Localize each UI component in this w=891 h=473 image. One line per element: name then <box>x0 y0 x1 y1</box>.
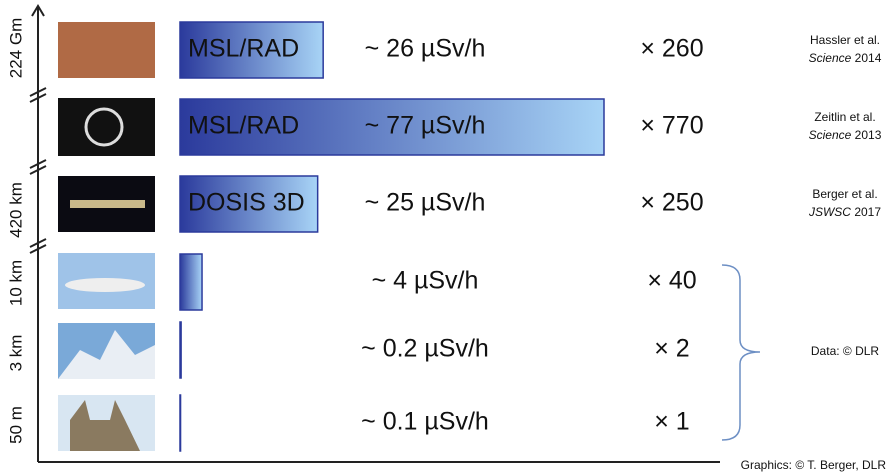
ratio-label: × 770 <box>640 112 703 140</box>
reference-authors: Berger et al. <box>812 187 877 201</box>
value-label: ~ 0.1 µSv/h <box>361 408 489 436</box>
reference-source: JSWSC 2017 <box>808 205 881 219</box>
reference-authors: Zeitlin et al. <box>814 110 875 124</box>
value-label: ~ 0.2 µSv/h <box>361 335 489 363</box>
altitude-label: 50 m <box>6 406 25 444</box>
chart: Data: © DLR Graphics: © T. Berger, DLR M… <box>0 0 891 473</box>
reference-year: 2013 <box>855 128 882 142</box>
bar <box>180 254 202 310</box>
bar <box>180 322 181 378</box>
graphics-credit: Graphics: © T. Berger, DLR <box>741 458 887 472</box>
reference-journal: Science <box>809 51 852 65</box>
reference-year: 2017 <box>854 205 881 219</box>
bar-label: MSL/RAD <box>188 35 299 63</box>
bar-label: DOSIS 3D <box>188 189 305 217</box>
altitude-label: 10 km <box>6 260 25 306</box>
altitude-label: 3 km <box>6 335 25 372</box>
value-label: ~ 4 µSv/h <box>372 267 479 295</box>
altitude-label: 224 Gm <box>6 18 25 78</box>
ratio-label: × 40 <box>647 267 696 295</box>
reference-authors: Hassler et al. <box>810 33 880 47</box>
reference-year: 2014 <box>855 51 882 65</box>
ratio-label: × 1 <box>654 408 689 436</box>
ratio-label: × 250 <box>640 189 703 217</box>
ratio-label: × 2 <box>654 335 689 363</box>
reference-source: Science 2014 <box>809 51 882 65</box>
photos <box>58 22 155 451</box>
value-label: ~ 26 µSv/h <box>365 35 486 63</box>
data-credit: Data: © DLR <box>811 344 880 358</box>
bar <box>180 395 181 451</box>
bar-label: MSL/RAD <box>188 112 299 140</box>
ratio-label: × 260 <box>640 35 703 63</box>
reference-journal: JSWSC <box>808 205 851 219</box>
value-label: ~ 25 µSv/h <box>365 189 486 217</box>
altitude-label: 420 km <box>6 182 25 238</box>
reference-source: Science 2013 <box>809 128 882 142</box>
bracket <box>722 265 760 440</box>
value-label: ~ 77 µSv/h <box>365 112 486 140</box>
reference-journal: Science <box>809 128 852 142</box>
